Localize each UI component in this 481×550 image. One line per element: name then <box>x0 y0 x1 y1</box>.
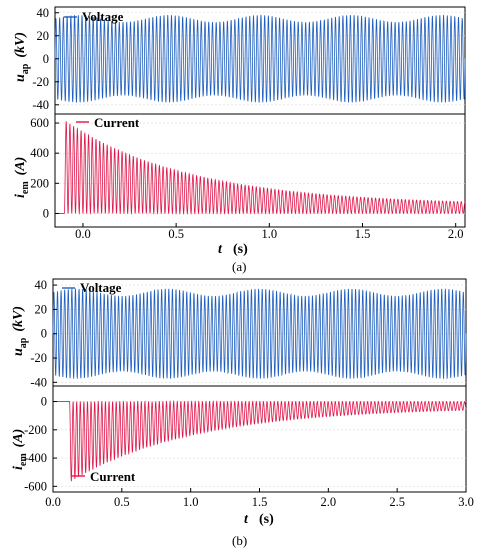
y-tick-label: 0 <box>43 206 49 220</box>
legend-label-current-a: Current <box>94 115 140 130</box>
x-tick-label: 1.0 <box>183 495 199 509</box>
y-tick-label: 40 <box>35 278 48 292</box>
x-tick-label: 0.5 <box>168 227 184 241</box>
y-tick-label: -40 <box>32 98 49 112</box>
y-tick-label: 20 <box>37 29 50 43</box>
y-tick-label: -40 <box>30 375 47 389</box>
x-label-b: t <box>244 512 249 527</box>
x-tick-label: 3.0 <box>458 495 474 509</box>
x-tick-label: 0.0 <box>75 227 91 241</box>
current-series-a <box>55 121 466 216</box>
x-label-a: t <box>218 242 223 257</box>
panel-caption-a: (a) <box>232 259 246 274</box>
panel-b: 40 20 0 -20 -40 Voltage uap(kV) 0 -200 -400 -60… <box>11 278 474 548</box>
x-tick-label: 2.0 <box>448 227 464 241</box>
current-series-b <box>53 399 467 482</box>
y-tick-label: 20 <box>35 302 48 316</box>
voltage-line <box>52 287 467 380</box>
voltage-line <box>54 14 466 103</box>
x-tick-label: 1.5 <box>355 227 371 241</box>
current-line <box>53 399 467 482</box>
y-tick-label: -600 <box>24 479 47 493</box>
y-tick-label: 0 <box>41 327 47 341</box>
current-y-ticks-a: 600 400 200 0 <box>30 116 59 220</box>
voltage-y-ticks-b: 40 20 0 -20 -40 <box>30 278 57 389</box>
x-ticks-b: 0.0 0.5 1.0 1.5 2.0 2.5 3.0 <box>45 488 474 509</box>
y-tick-label: 200 <box>30 176 49 190</box>
y-tick-label: 0 <box>43 52 49 66</box>
legend-label-voltage-b: Voltage <box>80 280 122 295</box>
y-tick-label: -200 <box>24 423 47 437</box>
current-grid-a <box>55 122 465 214</box>
legend-label-current-b: Current <box>90 469 136 484</box>
voltage-y-ticks-a: 40 20 0 -20 -40 <box>32 6 59 112</box>
y-label-current-a: iem(A) <box>13 157 31 198</box>
x-unit-a: (s) <box>233 242 248 257</box>
y-label-voltage-b: uap(kV) <box>11 306 29 356</box>
y-tick-label: -400 <box>24 451 47 465</box>
panel-caption-b: (b) <box>232 533 247 548</box>
voltage-series-a <box>54 14 466 103</box>
x-ticks-a: 0.0 0.5 1.0 1.5 2.0 <box>75 223 463 241</box>
current-plot-frame-a <box>54 113 466 228</box>
x-tick-label: 0.5 <box>114 495 130 509</box>
x-tick-label: 0.0 <box>45 495 61 509</box>
x-tick-label: 1.5 <box>252 495 268 509</box>
y-tick-label: -20 <box>30 351 47 365</box>
voltage-series-b <box>52 287 467 380</box>
y-label-current-b: iem(A) <box>11 429 29 470</box>
y-tick-label: 0 <box>41 395 47 409</box>
current-grid-b <box>53 401 466 487</box>
x-tick-label: 1.0 <box>262 227 278 241</box>
y-tick-label: -20 <box>32 75 49 89</box>
x-tick-label: 2.0 <box>321 495 337 509</box>
current-y-ticks-b: 0 -200 -400 -600 <box>24 395 57 493</box>
y-tick-label: 40 <box>37 6 50 20</box>
current-line <box>55 121 466 216</box>
x-tick-label: 2.5 <box>389 495 405 509</box>
x-unit-b: (s) <box>259 512 274 527</box>
legend-label-voltage-a: Voltage <box>82 9 124 24</box>
y-tick-label: 400 <box>30 146 49 160</box>
y-label-voltage-a: uap(kV) <box>13 32 31 82</box>
y-tick-label: 600 <box>30 116 49 130</box>
